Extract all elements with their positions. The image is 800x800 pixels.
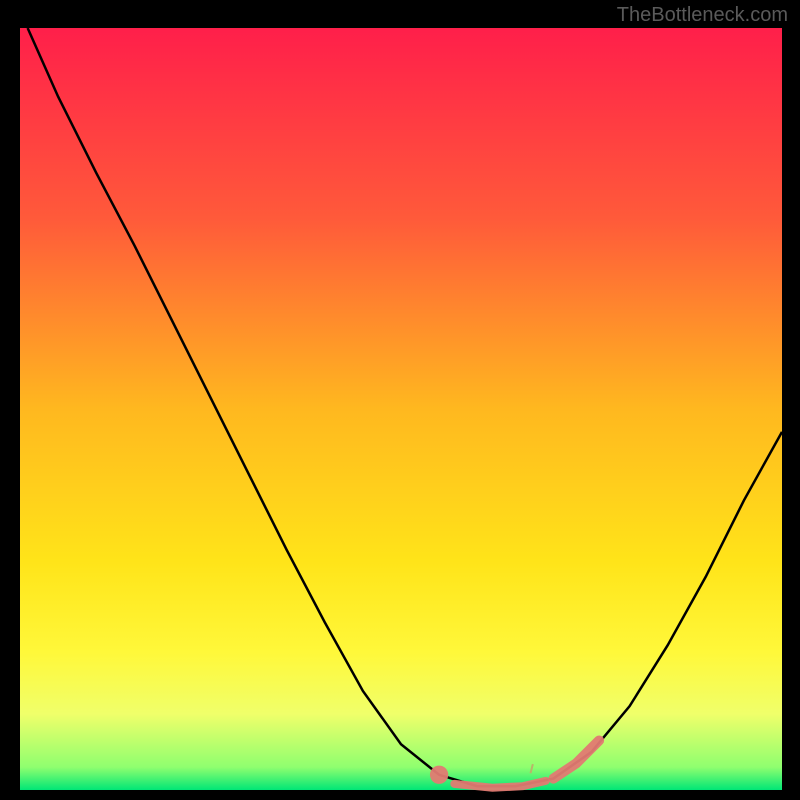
small-tick-mark [531, 764, 533, 773]
highlight-dot [430, 766, 448, 784]
highlight-stroke [553, 740, 599, 778]
chart-svg-overlay [0, 0, 800, 800]
bottleneck-curve [28, 28, 782, 786]
highlight-stroke [454, 781, 545, 788]
watermark-text: TheBottleneck.com [617, 4, 788, 27]
highlight-overlay [430, 740, 599, 787]
